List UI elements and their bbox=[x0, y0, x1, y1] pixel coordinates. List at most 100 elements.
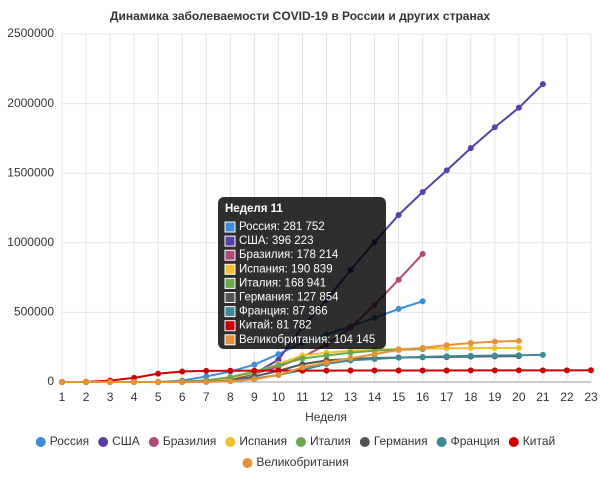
x-tick-label: 12 bbox=[320, 390, 334, 404]
y-tick-label: 1000000 bbox=[7, 235, 54, 249]
data-point bbox=[419, 298, 426, 305]
legend-label: Германия bbox=[374, 434, 428, 448]
data-point bbox=[515, 367, 522, 374]
tooltip-label: Италия: 168 941 bbox=[239, 277, 326, 289]
x-tick-label: 15 bbox=[392, 390, 406, 404]
data-point bbox=[227, 378, 234, 385]
data-point bbox=[588, 367, 594, 374]
data-point bbox=[179, 378, 186, 385]
data-point bbox=[467, 345, 474, 352]
x-tick-label: 21 bbox=[536, 390, 550, 404]
data-point bbox=[419, 353, 426, 360]
data-point bbox=[443, 342, 450, 349]
data-point bbox=[443, 367, 450, 374]
data-point bbox=[395, 276, 402, 283]
legend-item: Испания bbox=[225, 434, 287, 448]
tooltip-label: Великобритания: 104 145 bbox=[239, 334, 375, 346]
tooltip-label: Китай: 81 782 bbox=[239, 320, 312, 332]
tooltip-title: Неделя 11 bbox=[225, 203, 283, 215]
tooltip-swatch bbox=[224, 334, 236, 346]
x-tick-label: 14 bbox=[368, 390, 382, 404]
data-point bbox=[155, 370, 162, 377]
series-line bbox=[62, 346, 519, 383]
tooltip-swatch bbox=[224, 263, 236, 275]
data-point bbox=[419, 344, 426, 351]
x-tick-label: 2 bbox=[83, 390, 90, 404]
data-point bbox=[491, 338, 498, 345]
legend-item: Германия bbox=[359, 434, 428, 448]
legend-marker bbox=[242, 458, 253, 468]
chart-title: Динамика заболеваемости COVID-19 в Росси… bbox=[110, 9, 490, 23]
legend-item: Россия bbox=[35, 434, 89, 448]
data-point bbox=[275, 362, 282, 369]
legend-marker bbox=[148, 437, 159, 447]
legend-item: Великобритания bbox=[242, 455, 349, 469]
data-point bbox=[539, 81, 546, 88]
data-point bbox=[395, 305, 402, 312]
y-tick-label: 2500000 bbox=[7, 26, 54, 40]
tooltip-box bbox=[218, 197, 386, 349]
tooltip-label: Испания: 190 839 bbox=[239, 263, 333, 275]
data-point bbox=[107, 379, 114, 385]
legend-label: Китай bbox=[523, 434, 555, 448]
data-point bbox=[563, 367, 570, 374]
data-point bbox=[419, 367, 426, 374]
x-tick-label: 8 bbox=[227, 390, 234, 404]
data-point bbox=[347, 367, 354, 374]
data-point bbox=[275, 356, 282, 363]
y-tick-label: 0 bbox=[47, 374, 54, 388]
x-tick-label: 3 bbox=[107, 390, 114, 404]
tooltip-label: Бразилия: 178 214 bbox=[239, 249, 339, 261]
tooltip-swatch bbox=[224, 249, 236, 261]
legend-item: Италия bbox=[295, 434, 351, 448]
data-point bbox=[395, 346, 402, 353]
data-point bbox=[443, 353, 450, 360]
data-point bbox=[467, 340, 474, 347]
tooltip: Неделя 11 Россия: 281 752 США: 396 223 Браз… bbox=[218, 197, 386, 349]
tooltip-label: Германия: 127 854 bbox=[239, 292, 339, 304]
y-tick-label: 1500000 bbox=[7, 165, 54, 179]
x-tick-label: 20 bbox=[512, 390, 526, 404]
data-point bbox=[203, 378, 210, 385]
data-point bbox=[131, 379, 138, 385]
data-point bbox=[275, 351, 282, 358]
data-point bbox=[443, 167, 450, 174]
data-point bbox=[467, 145, 474, 152]
x-tick-label: 7 bbox=[203, 390, 210, 404]
x-tick-label: 9 bbox=[251, 390, 258, 404]
legend-marker bbox=[508, 437, 519, 447]
legend-label: Россия bbox=[50, 434, 89, 448]
x-tick-label: 6 bbox=[179, 390, 186, 404]
tooltip-label: Франция: 87 366 bbox=[239, 306, 328, 318]
tooltip-swatch bbox=[224, 277, 236, 289]
data-point bbox=[203, 367, 210, 374]
tooltip-swatch bbox=[224, 320, 236, 332]
legend-item: Бразилия bbox=[148, 434, 216, 448]
data-point bbox=[491, 345, 498, 352]
x-tick-label: 11 bbox=[296, 390, 309, 404]
legend-marker bbox=[359, 437, 370, 447]
x-tick-label: 18 bbox=[464, 390, 478, 404]
x-tick-label: 16 bbox=[416, 390, 430, 404]
data-point bbox=[467, 367, 474, 374]
data-point bbox=[491, 367, 498, 374]
x-tick-label: 19 bbox=[488, 390, 502, 404]
x-tick-label: 4 bbox=[131, 390, 138, 404]
legend-item: Китай bbox=[508, 434, 555, 448]
data-point bbox=[395, 211, 402, 218]
data-point bbox=[515, 337, 522, 344]
data-point bbox=[227, 367, 234, 374]
y-tick-label: 500000 bbox=[14, 305, 54, 319]
legend-label: Великобритания bbox=[256, 455, 348, 469]
data-point bbox=[347, 349, 354, 356]
legend-label: Испания bbox=[239, 434, 287, 448]
legend-marker bbox=[225, 437, 236, 447]
data-point bbox=[251, 361, 258, 368]
legend-item: США bbox=[98, 434, 140, 448]
tooltip-swatch bbox=[224, 292, 236, 303]
legend-marker bbox=[436, 437, 447, 447]
x-tick-label: 1 bbox=[59, 390, 66, 404]
data-point bbox=[491, 124, 498, 131]
tooltip-swatch bbox=[224, 221, 236, 233]
